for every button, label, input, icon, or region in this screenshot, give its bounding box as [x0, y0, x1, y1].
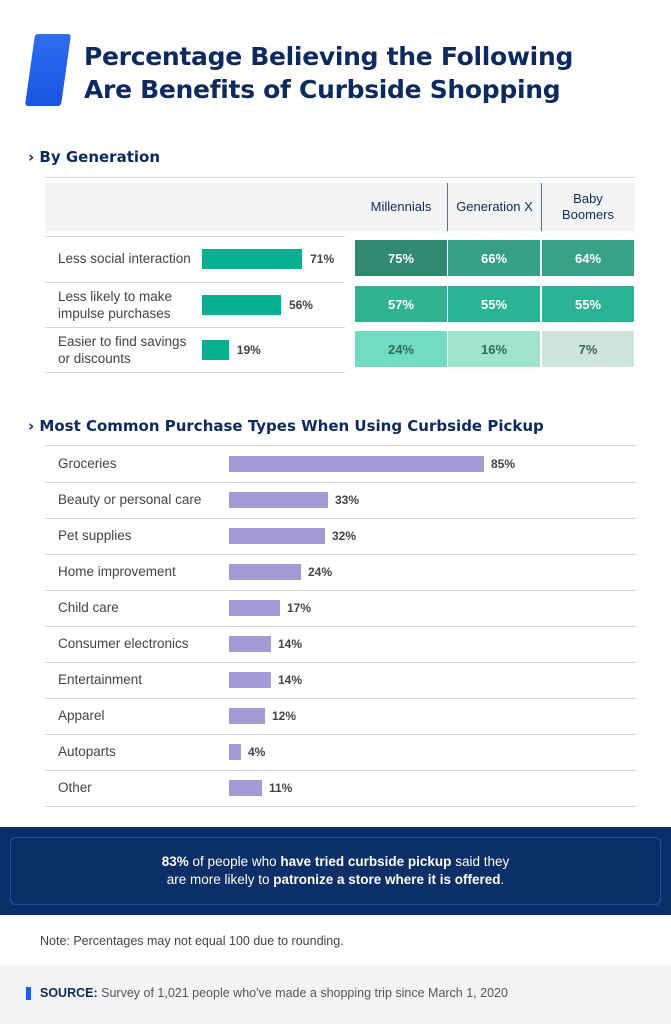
row-label: Less social interaction	[58, 251, 191, 266]
divider	[45, 327, 345, 328]
callout-emphasis: patronize a store where it is offered	[273, 872, 501, 887]
category-label: Other	[58, 780, 92, 795]
section-by-generation: › By Generation	[28, 148, 160, 166]
generation-cell: 16%	[448, 331, 540, 367]
generation-cell: 24%	[355, 331, 447, 367]
divider	[45, 482, 636, 483]
divider	[45, 236, 345, 237]
source-label: SOURCE:	[40, 986, 98, 1000]
overall-bar	[202, 294, 281, 315]
col-baby-boomers: Baby Boomers	[561, 191, 615, 222]
bar-value-label: 24%	[308, 565, 333, 579]
bar	[229, 672, 271, 688]
section-purchase-types: › Most Common Purchase Types When Using …	[28, 417, 544, 435]
divider	[45, 372, 345, 373]
overall-bar	[202, 249, 303, 269]
divider	[45, 662, 636, 663]
source-bar	[0, 965, 671, 1024]
col-millennials: Millennials	[370, 199, 432, 214]
bar-value-label: 33%	[335, 493, 360, 507]
divider	[45, 554, 636, 555]
divider	[45, 626, 636, 627]
generation-cell: 66%	[448, 240, 540, 276]
divider	[45, 806, 636, 807]
divider	[45, 590, 636, 591]
row-label: Less likely to make impulse purchases	[58, 288, 173, 321]
page-title: Percentage Believing the Following Are B…	[84, 40, 573, 106]
generation-cell: 55%	[448, 286, 540, 322]
source-marker	[26, 987, 31, 1000]
generation-cell: 55%	[542, 286, 634, 322]
generation-cell: 57%	[355, 286, 447, 322]
callout-line-2: are more likely to patronize a store whe…	[167, 871, 505, 889]
callout-text: are more likely to	[166, 872, 274, 887]
generation-cell: 75%	[355, 240, 447, 276]
bar	[229, 456, 484, 472]
footnote: Note: Percentages may not equal 100 due …	[40, 934, 344, 948]
divider	[45, 282, 345, 283]
bar-value-label: 12%	[272, 709, 297, 723]
overall-value: 19%	[236, 342, 261, 357]
callout-emphasis: have tried curbside pickup	[280, 854, 452, 869]
title-line-2: Are Benefits of Curbside Shopping	[84, 75, 561, 104]
category-label: Apparel	[58, 708, 105, 723]
bar-value-label: 14%	[278, 637, 303, 651]
divider	[45, 770, 636, 771]
divider	[45, 734, 636, 735]
category-label: Consumer electronics	[58, 636, 189, 651]
callout-line-1: 83% of people who have tried curbside pi…	[162, 853, 509, 871]
bar-value-label: 4%	[248, 745, 266, 759]
category-label: Child care	[58, 600, 119, 615]
bar-value-label: 11%	[269, 781, 293, 795]
category-label: Autoparts	[58, 744, 116, 759]
divider	[45, 445, 636, 446]
bar	[229, 744, 241, 760]
category-label: Entertainment	[58, 672, 143, 687]
row-label: Easier to find savings or discounts	[58, 333, 187, 366]
title-line-1: Percentage Believing the Following	[84, 42, 574, 71]
bar-value-label: 17%	[287, 601, 312, 615]
divider	[45, 518, 636, 519]
category-label: Groceries	[58, 456, 117, 471]
category-label: Home improvement	[58, 564, 176, 579]
overall-bar	[202, 339, 229, 360]
divider	[45, 177, 635, 178]
bar	[229, 600, 280, 616]
bar-value-label: 14%	[278, 673, 303, 687]
bar	[229, 564, 301, 580]
table-header	[45, 183, 635, 231]
section-title: Most Common Purchase Types When Using Cu…	[39, 417, 544, 435]
section-title: By Generation	[39, 148, 160, 166]
callout-box: 83% of people who have tried curbside pi…	[10, 837, 661, 905]
bar	[229, 528, 325, 544]
callout-text: said they	[451, 854, 510, 869]
bar	[229, 492, 328, 508]
source-text: SOURCE: Survey of 1,021 people who've ma…	[40, 986, 508, 1000]
generation-cell: 7%	[542, 331, 634, 367]
category-label: Beauty or personal care	[58, 492, 202, 507]
callout-text: .	[500, 872, 505, 887]
overall-value: 71%	[310, 252, 335, 266]
callout-text: of people who	[188, 854, 281, 869]
col-divider	[447, 183, 448, 231]
source-body: Survey of 1,021 people who've made a sho…	[97, 986, 508, 1000]
divider	[45, 698, 636, 699]
col-generation-x: Generation X	[456, 199, 533, 214]
overall-value: 56%	[288, 297, 313, 312]
generation-cell: 64%	[542, 240, 634, 276]
category-label: Pet supplies	[58, 528, 132, 543]
bar-value-label: 32%	[332, 529, 357, 543]
logo-accent-bar	[24, 34, 72, 106]
bar	[229, 636, 271, 652]
col-divider	[541, 183, 542, 231]
bar	[229, 780, 262, 796]
callout-emphasis: 83%	[161, 854, 189, 869]
bar-value-label: 85%	[491, 457, 516, 471]
callout-banner	[0, 827, 671, 915]
bar	[229, 708, 265, 724]
